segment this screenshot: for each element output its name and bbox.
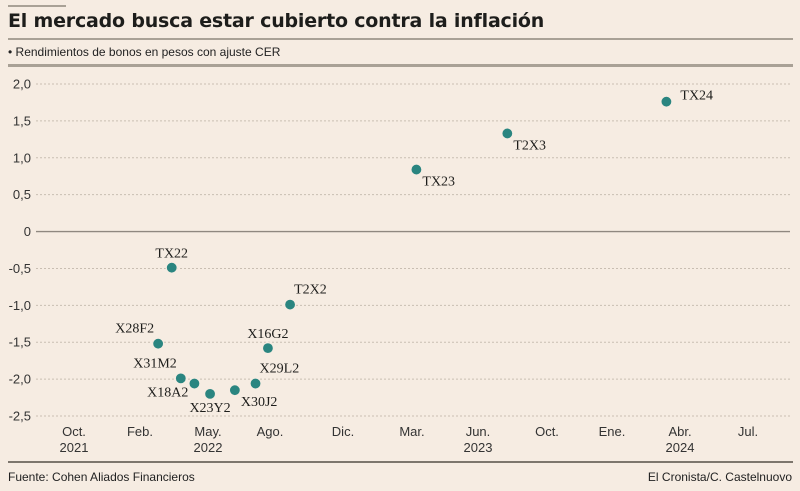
y-tick-label: -2,5 bbox=[9, 409, 31, 424]
y-tick-label: 1,0 bbox=[13, 150, 31, 165]
subtitle-divider bbox=[8, 64, 793, 67]
y-tick-label: 1,5 bbox=[13, 113, 31, 128]
x-tick-label: Oct. bbox=[62, 424, 86, 439]
x-tick-label: May. bbox=[194, 424, 221, 439]
chart-subtitle: • Rendimientos de bonos en pesos con aju… bbox=[8, 45, 281, 59]
credit-note: El Cronista/C. Castelnuovo bbox=[647, 470, 792, 484]
data-point bbox=[203, 387, 217, 400]
data-points bbox=[152, 95, 673, 400]
data-point bbox=[660, 95, 673, 108]
y-tick-label: -0,5 bbox=[9, 261, 31, 276]
data-point bbox=[283, 298, 297, 311]
data-label: X30J2 bbox=[241, 395, 278, 410]
data-label: X18A2 bbox=[147, 386, 188, 401]
x-tick-year: 2023 bbox=[464, 440, 493, 455]
data-label: X31M2 bbox=[133, 356, 177, 371]
data-label: TX22 bbox=[155, 247, 188, 262]
y-axis-ticks: 2,0 1,5 1,0 0,5 0 -0,5 -1,0 -1,5 -2,0 -2,5 bbox=[9, 77, 31, 424]
x-tick-year: 2021 bbox=[60, 440, 89, 455]
data-label: X28F2 bbox=[115, 322, 154, 337]
y-tick-label: -1,5 bbox=[9, 335, 31, 350]
data-point bbox=[188, 377, 201, 390]
x-tick-label: Dic. bbox=[332, 424, 354, 439]
x-tick-label: Feb. bbox=[127, 424, 153, 439]
data-point bbox=[249, 377, 262, 390]
x-tick-label: Abr. bbox=[668, 424, 691, 439]
x-tick-label: Jun. bbox=[466, 424, 491, 439]
title-divider bbox=[8, 38, 793, 40]
data-point bbox=[501, 127, 514, 140]
data-label: X29L2 bbox=[260, 362, 300, 377]
data-label: TX23 bbox=[422, 175, 455, 190]
source-note: Fuente: Cohen Aliados Financieros bbox=[8, 470, 195, 484]
data-label: T2X3 bbox=[513, 138, 546, 153]
chart-title: El mercado busca estar cubierto contra l… bbox=[8, 10, 545, 32]
data-point bbox=[152, 337, 165, 350]
x-tick-year: 2024 bbox=[666, 440, 695, 455]
data-label: X23Y2 bbox=[189, 401, 230, 416]
y-tick-label: 0,5 bbox=[13, 187, 31, 202]
data-label: T2X2 bbox=[294, 283, 327, 298]
x-tick-label: Ago. bbox=[257, 424, 284, 439]
footer-divider bbox=[8, 461, 793, 463]
y-tick-label: 2,0 bbox=[13, 77, 31, 92]
top-accent-rule bbox=[8, 5, 66, 7]
x-tick-label: Oct. bbox=[535, 424, 559, 439]
x-tick-label: Ene. bbox=[599, 424, 626, 439]
y-tick-label: -2,0 bbox=[9, 372, 31, 387]
data-point bbox=[228, 384, 241, 397]
x-tick-label: Jul. bbox=[738, 424, 758, 439]
data-point bbox=[410, 163, 423, 176]
y-tick-label: 0 bbox=[24, 224, 31, 239]
grid-lines bbox=[36, 83, 790, 417]
data-point bbox=[165, 261, 178, 274]
x-tick-year: 2022 bbox=[194, 440, 223, 455]
data-label: TX24 bbox=[680, 89, 713, 104]
y-tick-label: -1,0 bbox=[9, 298, 31, 313]
data-label: X16G2 bbox=[247, 327, 288, 342]
data-point bbox=[261, 342, 275, 355]
data-point bbox=[174, 372, 187, 385]
x-tick-label: Mar. bbox=[399, 424, 424, 439]
